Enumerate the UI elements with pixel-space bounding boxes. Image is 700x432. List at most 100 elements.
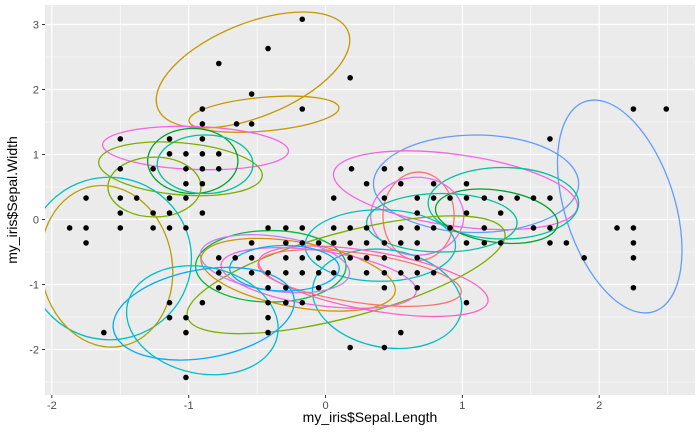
data-point	[430, 225, 437, 231]
cluster-ellipse	[155, 11, 351, 129]
x-tick-label: 2	[596, 400, 602, 412]
data-point	[630, 284, 637, 291]
data-point	[630, 255, 637, 261]
data-point	[117, 136, 124, 142]
data-point	[397, 180, 404, 187]
data-point	[447, 225, 453, 231]
data-point	[463, 299, 470, 306]
data-point	[330, 225, 337, 231]
axis-tick-labels: -2 -1 0 1 2 -2 -1 0 1 2 3	[29, 20, 602, 413]
data-point	[381, 344, 388, 351]
data-point	[150, 210, 156, 216]
data-point	[463, 195, 470, 201]
data-point	[232, 255, 239, 261]
data-point	[330, 240, 337, 246]
data-point	[283, 284, 289, 291]
data-point	[117, 195, 124, 201]
data-point	[283, 255, 289, 261]
data-point	[199, 106, 206, 112]
data-point	[397, 240, 404, 246]
data-point	[166, 136, 173, 142]
data-point	[363, 240, 370, 246]
data-point	[514, 195, 520, 201]
data-point	[166, 195, 173, 201]
data-point	[166, 299, 173, 306]
data-point	[363, 255, 370, 261]
cluster-ellipse	[311, 248, 463, 350]
data-point	[299, 106, 306, 112]
data-point	[166, 210, 173, 216]
data-point	[381, 270, 388, 276]
data-point	[315, 240, 322, 246]
data-point	[183, 314, 189, 321]
data-point	[414, 270, 421, 276]
data-point	[430, 180, 437, 187]
data-point	[363, 225, 370, 231]
data-point	[199, 121, 206, 127]
data-point	[150, 166, 156, 172]
data-point	[663, 106, 670, 112]
data-point	[199, 151, 206, 157]
x-tick-label: 0	[322, 400, 328, 412]
data-point	[265, 225, 271, 231]
data-point	[530, 195, 537, 201]
data-point	[299, 16, 306, 23]
data-point	[183, 225, 189, 231]
cluster-ellipse	[45, 184, 174, 348]
data-point	[248, 91, 255, 97]
y-tick-label: 1	[33, 150, 39, 162]
data-point	[299, 270, 306, 276]
data-point	[183, 180, 189, 187]
data-point	[481, 240, 488, 246]
data-point	[299, 299, 306, 306]
data-point	[363, 180, 370, 187]
data-point	[430, 195, 437, 201]
data-point	[215, 60, 222, 67]
data-point	[299, 240, 306, 246]
data-point	[630, 225, 637, 231]
axis-ticks	[42, 24, 600, 398]
data-point	[547, 195, 553, 201]
data-point	[215, 151, 222, 157]
cluster-ellipse	[258, 245, 489, 318]
data-point	[381, 255, 388, 261]
ellipse-layer	[45, 11, 683, 376]
data-point	[248, 240, 255, 246]
data-point	[381, 195, 388, 201]
data-point	[330, 195, 337, 201]
data-point	[248, 121, 255, 127]
data-point	[547, 136, 553, 142]
data-point	[414, 225, 421, 231]
y-tick-label: 2	[33, 85, 39, 97]
data-point	[381, 240, 388, 246]
major-gridlines	[45, 5, 695, 395]
data-point	[347, 344, 353, 351]
data-point	[430, 270, 437, 276]
cluster-ellipse	[97, 141, 263, 197]
data-point	[66, 225, 73, 231]
data-point	[581, 255, 587, 261]
data-point	[347, 225, 353, 231]
plot-panel	[45, 5, 695, 395]
data-point	[397, 329, 404, 336]
cluster-ellipse	[125, 265, 279, 376]
cluster-ellipse	[257, 249, 463, 307]
cluster-ellipse	[434, 188, 559, 245]
y-tick-label: -1	[29, 280, 39, 292]
data-point	[414, 210, 421, 216]
data-point	[166, 314, 173, 321]
data-point	[497, 210, 504, 216]
data-point	[414, 240, 421, 246]
data-point	[183, 329, 189, 336]
data-point	[563, 240, 570, 246]
data-point	[330, 270, 337, 276]
data-point	[381, 166, 388, 172]
data-point	[381, 284, 388, 291]
data-point	[347, 240, 353, 246]
data-point	[265, 284, 271, 291]
data-point	[101, 329, 107, 336]
data-point	[183, 374, 189, 381]
x-tick-label: -1	[184, 400, 194, 412]
data-point	[199, 210, 206, 216]
x-tick-label: -2	[47, 400, 57, 412]
